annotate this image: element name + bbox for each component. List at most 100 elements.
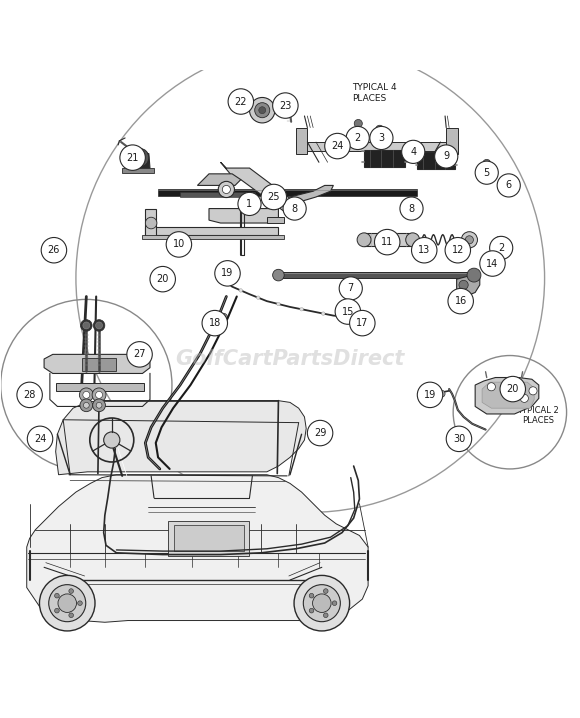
- Bar: [82, 358, 117, 370]
- Polygon shape: [290, 185, 334, 204]
- Circle shape: [218, 182, 234, 197]
- Circle shape: [487, 383, 495, 391]
- Text: 27: 27: [133, 350, 146, 360]
- Circle shape: [438, 391, 445, 397]
- Circle shape: [81, 320, 92, 331]
- Circle shape: [69, 613, 74, 617]
- Text: 14: 14: [487, 258, 499, 269]
- Text: TYPICAL 4
PLACES: TYPICAL 4 PLACES: [352, 83, 397, 103]
- Polygon shape: [296, 142, 458, 151]
- Circle shape: [41, 238, 67, 263]
- Text: TYPICAL 2
PLACES: TYPICAL 2 PLACES: [517, 406, 559, 425]
- Circle shape: [283, 197, 306, 220]
- Polygon shape: [27, 475, 368, 623]
- Circle shape: [255, 103, 270, 118]
- Circle shape: [376, 125, 384, 134]
- Bar: [174, 525, 244, 551]
- Circle shape: [445, 238, 470, 263]
- Circle shape: [92, 388, 106, 402]
- Circle shape: [332, 601, 337, 605]
- Circle shape: [80, 399, 93, 411]
- Circle shape: [318, 427, 326, 435]
- Text: 18: 18: [209, 318, 221, 328]
- Circle shape: [40, 435, 45, 439]
- Circle shape: [84, 402, 89, 408]
- Circle shape: [505, 176, 513, 184]
- Text: 29: 29: [314, 428, 327, 438]
- Circle shape: [335, 299, 361, 325]
- Polygon shape: [143, 235, 284, 238]
- Circle shape: [480, 251, 505, 276]
- Circle shape: [428, 390, 438, 400]
- Text: 20: 20: [506, 384, 519, 394]
- Circle shape: [345, 300, 356, 312]
- Circle shape: [127, 342, 153, 367]
- Circle shape: [314, 423, 330, 439]
- Text: 2: 2: [498, 243, 505, 253]
- Circle shape: [497, 174, 520, 197]
- Text: 3: 3: [378, 133, 385, 143]
- Circle shape: [146, 218, 157, 229]
- Circle shape: [166, 232, 191, 257]
- Text: 23: 23: [279, 101, 292, 111]
- Circle shape: [285, 98, 293, 107]
- Text: 30: 30: [453, 434, 465, 444]
- Circle shape: [309, 593, 314, 598]
- Circle shape: [508, 381, 519, 393]
- Circle shape: [486, 261, 499, 274]
- Circle shape: [434, 145, 458, 168]
- Circle shape: [361, 312, 372, 322]
- Circle shape: [346, 126, 369, 149]
- Circle shape: [375, 229, 400, 255]
- Circle shape: [37, 432, 48, 442]
- Circle shape: [495, 236, 503, 244]
- Polygon shape: [197, 174, 241, 185]
- Text: 8: 8: [292, 204, 298, 213]
- Circle shape: [529, 387, 537, 395]
- Circle shape: [400, 197, 423, 220]
- Circle shape: [490, 256, 495, 262]
- Circle shape: [309, 608, 314, 613]
- Circle shape: [55, 593, 59, 598]
- Text: 25: 25: [267, 192, 280, 202]
- Text: 6: 6: [506, 180, 512, 190]
- Text: 12: 12: [452, 246, 464, 255]
- Circle shape: [448, 289, 473, 314]
- Text: 24: 24: [34, 434, 46, 444]
- Text: 5: 5: [484, 168, 490, 177]
- Polygon shape: [209, 208, 278, 223]
- Circle shape: [354, 119, 362, 128]
- Circle shape: [239, 289, 242, 292]
- Circle shape: [93, 320, 105, 331]
- Circle shape: [490, 236, 513, 259]
- Circle shape: [226, 281, 230, 284]
- Text: 10: 10: [173, 239, 185, 249]
- Polygon shape: [180, 192, 255, 197]
- Text: 24: 24: [331, 141, 343, 151]
- Circle shape: [336, 135, 346, 146]
- Circle shape: [83, 391, 90, 398]
- Text: 20: 20: [157, 274, 169, 284]
- Polygon shape: [56, 383, 144, 391]
- Polygon shape: [296, 128, 307, 154]
- Text: 11: 11: [381, 237, 393, 247]
- Circle shape: [503, 390, 511, 398]
- Text: 2: 2: [354, 133, 361, 143]
- Circle shape: [490, 265, 495, 271]
- Text: 9: 9: [443, 151, 450, 162]
- Circle shape: [104, 432, 120, 448]
- Circle shape: [83, 322, 90, 329]
- Circle shape: [459, 280, 468, 289]
- Circle shape: [261, 185, 287, 210]
- Text: 7: 7: [347, 284, 354, 294]
- Circle shape: [96, 391, 103, 398]
- Circle shape: [300, 307, 303, 311]
- Circle shape: [215, 261, 240, 286]
- Circle shape: [202, 310, 227, 336]
- Circle shape: [350, 310, 375, 336]
- Polygon shape: [456, 275, 480, 295]
- Polygon shape: [475, 378, 539, 414]
- Polygon shape: [44, 355, 150, 373]
- Circle shape: [17, 382, 42, 408]
- Text: 21: 21: [126, 153, 139, 163]
